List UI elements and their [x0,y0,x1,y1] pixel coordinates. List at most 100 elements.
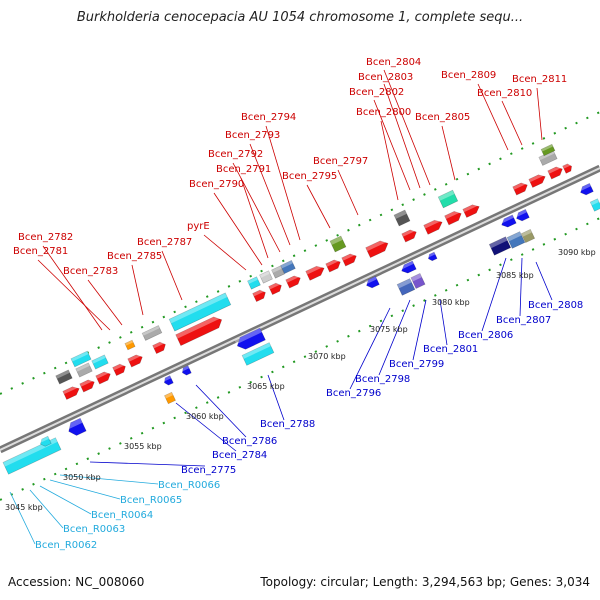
gene-label[interactable]: Bcen_2782 [18,232,73,243]
gene-label[interactable]: Bcen_2792 [208,149,263,160]
gene-label[interactable]: Bcen_2784 [212,450,267,461]
gene-feature[interactable] [271,265,285,279]
gene-feature[interactable] [520,228,536,244]
gene-label[interactable]: Bcen_2794 [241,112,296,123]
gene-label[interactable]: Bcen_2808 [528,300,583,311]
gene-feature[interactable] [540,143,556,157]
gene-feature[interactable] [62,384,81,400]
gene-feature[interactable] [91,354,109,370]
gene-feature[interactable] [488,236,512,256]
gene-label[interactable]: Bcen_2805 [415,112,470,123]
gene-label[interactable]: Bcen_2809 [441,70,496,81]
gene-label[interactable]: Bcen_2801 [423,344,478,355]
gene-label[interactable]: Bcen_R0065 [120,495,182,506]
gene-feature[interactable] [241,342,275,366]
gene-label[interactable]: Bcen_2796 [326,388,381,399]
gene-label[interactable]: pyrE [187,221,210,232]
gene-label[interactable]: Bcen_2811 [512,74,567,85]
gene-label[interactable]: Bcen_2810 [477,88,532,99]
gene-label[interactable]: Bcen_2803 [358,72,413,83]
gene-feature[interactable] [578,182,594,196]
gene-feature[interactable] [65,417,87,437]
gene-label[interactable]: Bcen_2783 [63,266,118,277]
gene-feature[interactable] [164,391,176,405]
gene-feature[interactable] [55,369,73,385]
gene-label[interactable]: Bcen_2797 [313,156,368,167]
gene-feature[interactable] [514,208,530,222]
gene-feature[interactable] [305,263,327,281]
gene-label[interactable]: Bcen_2790 [189,179,244,190]
gene-feature[interactable] [280,259,296,275]
gene-feature[interactable] [70,350,92,368]
gene-glyph [268,282,282,296]
gene-feature[interactable] [259,270,273,284]
gene-feature[interactable] [364,275,380,289]
gene-label[interactable]: Bcen_2788 [260,419,315,430]
gene-feature[interactable] [512,180,529,196]
gene-feature[interactable] [547,164,564,180]
gene-feature[interactable] [426,251,438,262]
gene-feature[interactable] [325,257,342,273]
gene-feature[interactable] [180,365,192,377]
gene-feature[interactable] [285,273,302,289]
gene-label[interactable]: Bcen_R0062 [35,540,97,551]
gene-feature[interactable] [75,362,93,378]
gene-label[interactable]: Bcen_2781 [13,246,68,257]
gene-label[interactable]: Bcen_R0064 [91,510,153,521]
gene-label[interactable]: Bcen_2793 [225,130,280,141]
gene-feature[interactable] [152,340,168,355]
gene-feature[interactable] [162,375,174,387]
gene-feature[interactable] [462,202,481,218]
gene-feature[interactable] [410,273,426,289]
gene-feature[interactable] [95,369,112,385]
gene-feature[interactable] [141,325,163,341]
gene-feature[interactable] [444,209,464,226]
gene-feature[interactable] [252,288,268,303]
gene-feature[interactable] [401,227,418,243]
gene-feature[interactable] [168,292,232,332]
gene-label[interactable]: Bcen_2799 [389,359,444,370]
gene-feature[interactable] [365,238,391,259]
gene-feature[interactable] [437,189,459,209]
gene-glyph [175,316,223,347]
gene-feature[interactable] [393,209,411,227]
gene-feature[interactable] [38,435,52,447]
gene-feature[interactable] [423,217,445,235]
leader-line [39,485,92,515]
gene-glyph-highlight [91,354,106,364]
gene-feature[interactable] [124,339,136,351]
gene-label[interactable]: Bcen_2785 [107,251,162,262]
gene-feature[interactable] [589,198,600,212]
gene-feature[interactable] [79,377,96,393]
gene-feature[interactable] [562,162,574,174]
gene-label[interactable]: Bcen_2804 [366,57,421,68]
gene-feature[interactable] [175,314,225,347]
gene-feature[interactable] [234,327,266,352]
gene-glyph-highlight [79,377,94,387]
gene-label[interactable]: Bcen_2798 [355,374,410,385]
gene-feature[interactable] [341,251,358,267]
leader-line [249,143,291,246]
gene-feature[interactable] [499,214,517,229]
gene-glyph [366,275,380,289]
gene-feature[interactable] [399,260,417,275]
gene-feature[interactable] [268,281,284,296]
gene-label[interactable]: Bcen_2795 [282,171,337,182]
gene-feature[interactable] [329,235,347,253]
gene-feature[interactable] [528,172,547,188]
gene-label[interactable]: Bcen_2800 [356,107,411,118]
gene-feature[interactable] [112,362,128,377]
gene-label[interactable]: Bcen_2786 [222,436,277,447]
gene-feature[interactable] [127,352,144,368]
gene-label[interactable]: Bcen_R0066 [158,480,220,491]
gene-label[interactable]: Bcen_2787 [137,237,192,248]
gene-label[interactable]: Bcen_2802 [349,87,404,98]
gene-label[interactable]: Bcen_2775 [181,465,236,476]
gene-feature[interactable] [506,231,526,249]
gene-feature[interactable] [247,276,261,290]
gene-label[interactable]: Bcen_2806 [458,330,513,341]
gene-feature[interactable] [396,278,416,296]
gene-label[interactable]: Bcen_2791 [216,164,271,175]
gene-label[interactable]: Bcen_2807 [496,315,551,326]
gene-label[interactable]: Bcen_R0063 [63,524,125,535]
